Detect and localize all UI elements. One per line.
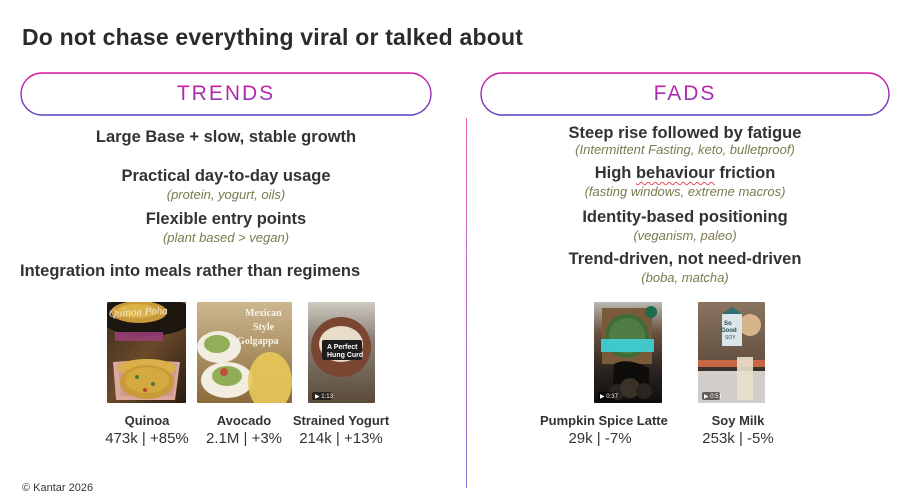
svg-text:▶ 0:37: ▶ 0:37: [600, 394, 619, 400]
svg-text:Style: Style: [253, 322, 275, 333]
svg-text:So: So: [724, 321, 732, 327]
svg-text:SOY: SOY: [725, 335, 736, 341]
svg-text:▶ 1:13: ▶ 1:13: [315, 394, 334, 400]
svg-text:▶ 0:51: ▶ 0:51: [704, 394, 723, 400]
svg-text:Golgappa: Golgappa: [237, 336, 279, 347]
svg-text:Mexican: Mexican: [245, 308, 282, 319]
svg-text:Hung Curd: Hung Curd: [327, 352, 363, 359]
svg-text:A Perfect: A Perfect: [327, 344, 358, 351]
svg-text:Good: Good: [721, 328, 737, 334]
